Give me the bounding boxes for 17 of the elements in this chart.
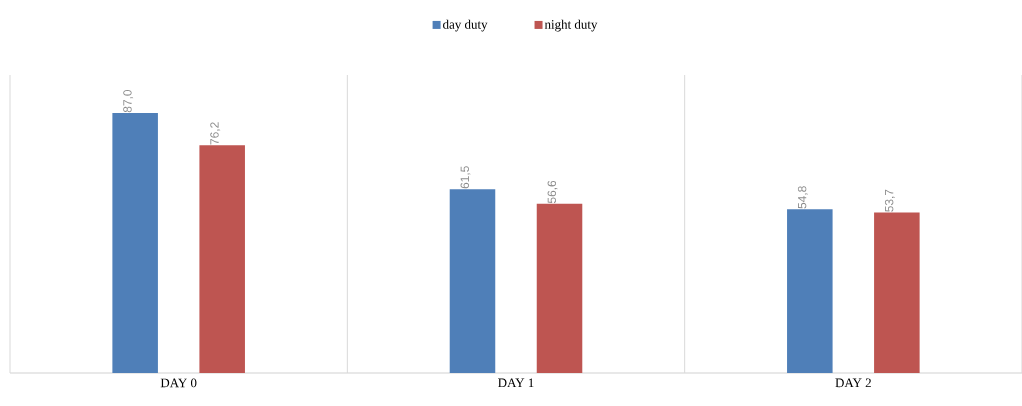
x-tick-label: DAY 0 (160, 378, 197, 388)
bar (787, 209, 833, 373)
x-tick-label: DAY 2 (835, 378, 871, 388)
bar (112, 112, 158, 373)
legend-label: day duty (443, 19, 488, 32)
data-label: 76,2 (210, 122, 221, 145)
data-label: 54,8 (797, 186, 808, 209)
x-tick-label: DAY 1 (498, 378, 534, 388)
bar (536, 203, 583, 373)
legend-label: night duty (544, 19, 598, 32)
data-label: 56,6 (547, 180, 558, 204)
data-label: 61,5 (460, 166, 471, 189)
bar (874, 212, 920, 373)
data-label: 87,0 (123, 89, 134, 113)
bar (199, 145, 245, 373)
bar (449, 189, 496, 373)
data-label: 53,7 (884, 189, 895, 212)
